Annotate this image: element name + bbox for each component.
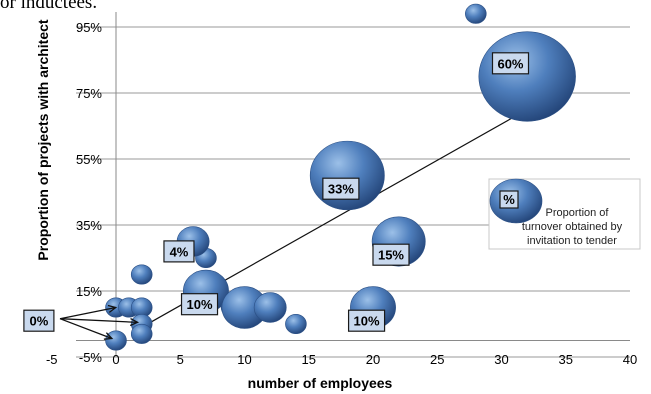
bubble bbox=[253, 292, 287, 323]
bubble-label-box bbox=[347, 309, 386, 332]
x-tick-label: -5 bbox=[46, 352, 58, 367]
legend-text-line: invitation to tender bbox=[527, 235, 617, 247]
bubble-label: 10% bbox=[187, 297, 213, 312]
bubble-label-box bbox=[322, 177, 360, 200]
bubble-label-box bbox=[180, 293, 219, 316]
bubble-label: 60% bbox=[497, 56, 523, 71]
y-tick-label: 35% bbox=[76, 218, 102, 233]
bubble bbox=[285, 313, 307, 334]
bubble bbox=[478, 31, 576, 122]
y-tick-label: 55% bbox=[76, 152, 102, 167]
bubble bbox=[105, 330, 127, 351]
bubble-label: 4% bbox=[170, 244, 189, 259]
tick-labels: -5% 15% 35% 55% 75% 95% -5 0 5 10 15 20 25 30 35 40 bbox=[46, 20, 637, 367]
bubble-label: 0% bbox=[30, 314, 49, 329]
bubble-labels: 60% 33% 15% 10% 10% 4% 0% bbox=[23, 52, 530, 332]
bubble-label-box bbox=[23, 309, 55, 332]
legend-symbol-box bbox=[499, 190, 519, 209]
bubble-label-box bbox=[163, 240, 195, 263]
bubble-label-box bbox=[491, 52, 530, 75]
bubble bbox=[130, 264, 153, 285]
bubble-label-box bbox=[372, 243, 410, 266]
bubble bbox=[130, 323, 153, 344]
top-text-fragment: or inductees. bbox=[0, 0, 98, 13]
bubble-label: 33% bbox=[328, 182, 354, 197]
arrow-line bbox=[59, 318, 113, 340]
legend: % Proportion of turnover obtained by invita… bbox=[488, 178, 641, 250]
y-tick-label: 95% bbox=[76, 20, 102, 35]
y-tick-label: 15% bbox=[76, 284, 102, 299]
bubble-label: 15% bbox=[378, 248, 404, 263]
bubble bbox=[465, 3, 487, 24]
arrow-head bbox=[103, 332, 114, 340]
arrow-line bbox=[59, 306, 116, 320]
arrow-head bbox=[129, 317, 140, 327]
arrow-head bbox=[107, 304, 118, 313]
x-tick-label: 0 bbox=[112, 352, 119, 367]
x-tick-label: 35 bbox=[559, 352, 573, 367]
x-tick-label: 25 bbox=[430, 352, 444, 367]
x-tick-label: 30 bbox=[494, 352, 508, 367]
y-tick-label: 75% bbox=[76, 86, 102, 101]
x-tick-label: 20 bbox=[366, 352, 380, 367]
x-axis-title: number of employees bbox=[248, 375, 393, 391]
x-tick-label: 10 bbox=[237, 352, 251, 367]
legend-symbol: % bbox=[503, 192, 515, 207]
x-tick-label: 15 bbox=[302, 352, 316, 367]
y-axis-title: Proportion of projects with architect bbox=[35, 19, 51, 260]
bubble-label: 10% bbox=[354, 314, 380, 329]
y-tick-label: -5% bbox=[79, 350, 103, 365]
arrows bbox=[59, 304, 140, 340]
legend-text-line: turnover obtained by bbox=[522, 221, 623, 233]
x-tick-label: 5 bbox=[177, 352, 184, 367]
arrow-line bbox=[59, 318, 138, 323]
legend-text-line: Proportion of bbox=[546, 207, 610, 219]
x-tick-label: 40 bbox=[623, 352, 637, 367]
